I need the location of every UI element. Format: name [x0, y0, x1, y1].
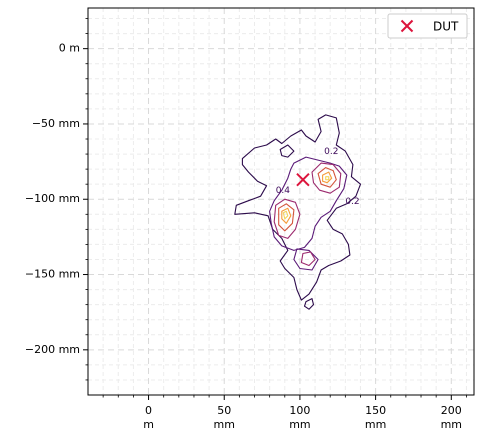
legend: DUT	[387, 13, 468, 39]
contour-line	[293, 248, 319, 271]
contour-line	[273, 198, 301, 239]
x-tick-label: 50	[217, 404, 231, 417]
contour-line	[311, 162, 342, 194]
x-tick-unit: mm	[214, 418, 235, 431]
x-tick-label: 150	[365, 404, 386, 417]
y-tick-label: −200 mm	[25, 343, 80, 356]
x-tick-label: 100	[289, 404, 310, 417]
contour-line	[317, 167, 337, 188]
x-tick-unit: m	[143, 418, 154, 431]
grid	[88, 8, 474, 395]
legend-x-stroke	[400, 19, 414, 33]
contour-line	[234, 114, 362, 301]
legend-box	[387, 13, 468, 39]
contour-line	[278, 203, 295, 232]
y-tick-label: 0 m	[59, 42, 80, 55]
plot-frame	[87, 7, 475, 396]
contour-line	[325, 176, 330, 181]
contour-line	[281, 207, 292, 224]
contour-label: 0.2	[345, 197, 359, 207]
y-tick-label: −150 mm	[25, 268, 80, 281]
contour-line	[300, 251, 316, 267]
x-tick-unit: mm	[289, 418, 310, 431]
contour-labels: 0.2 0.2 0.4	[276, 147, 360, 207]
contour-lines	[234, 114, 362, 310]
contour-line	[322, 171, 333, 184]
y-axis: 0 m −50 mm −100 mm −150 mm −200 mm	[25, 18, 88, 381]
x-tick-label: 200	[441, 404, 462, 417]
contour-line	[282, 210, 289, 220]
dut-marker-stroke	[296, 172, 310, 187]
contour-line	[303, 298, 315, 310]
y-tick-label: −50 mm	[32, 117, 80, 130]
contour-label: 0.4	[276, 186, 291, 196]
legend-label: DUT	[433, 20, 459, 34]
x-tick-unit: mm	[365, 418, 386, 431]
contour-line	[269, 156, 348, 251]
dut-marker	[296, 172, 310, 187]
x-tick-label: 0	[145, 404, 152, 417]
y-tick-label: −100 mm	[25, 192, 80, 205]
contour-line	[279, 144, 295, 158]
contour-label: 0.2	[324, 147, 338, 157]
legend-x-icon	[400, 19, 414, 33]
x-tick-unit: mm	[441, 418, 462, 431]
